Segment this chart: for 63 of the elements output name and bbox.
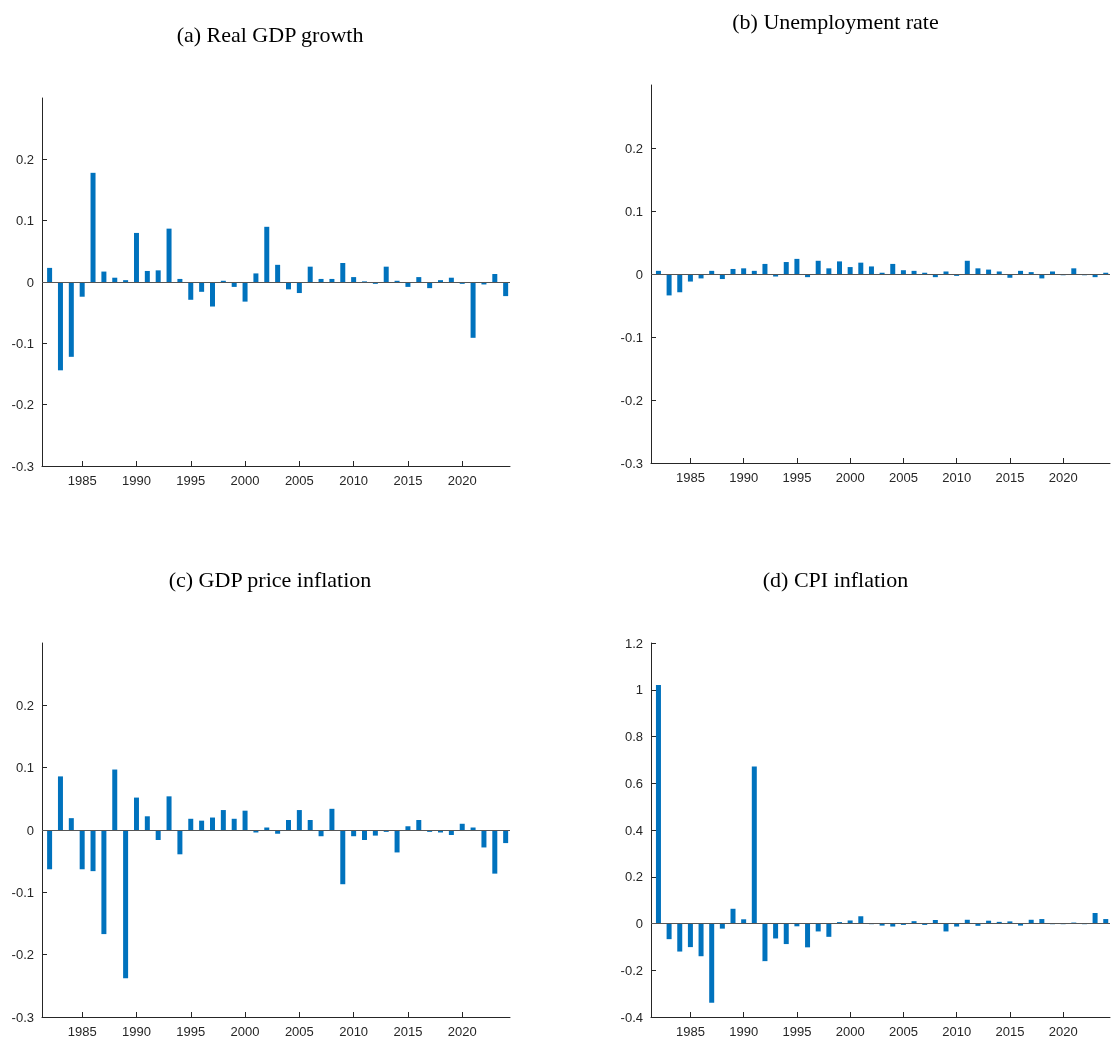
x-tick-label: 2000 <box>835 470 865 485</box>
x-tick-label: 2020 <box>1048 1024 1078 1038</box>
x-tick-label: 2010 <box>942 1024 972 1038</box>
y-tick-label: -0.2 <box>620 962 643 978</box>
x-tick-label: 2015 <box>995 1024 1025 1038</box>
x-tick-label: 2020 <box>447 1024 477 1038</box>
y-tick-label: 0 <box>26 274 34 290</box>
x-tick-label: 2005 <box>888 470 918 485</box>
y-tick-label: -0.2 <box>620 392 643 408</box>
x-tick-label: 1990 <box>122 473 151 488</box>
y-tick-label: 0.1 <box>15 213 34 229</box>
y-tick-label: 0 <box>635 266 643 282</box>
x-tick-label: 2000 <box>835 1024 865 1038</box>
y-tick-label: -0.1 <box>11 335 34 351</box>
y-tick-label: -0.3 <box>11 458 34 474</box>
x-tick-label: 2000 <box>230 1024 260 1038</box>
x-tick-label: 2015 <box>393 473 423 488</box>
y-tick-label: 0 <box>26 822 34 838</box>
y-tick-label: 1.2 <box>624 635 643 651</box>
x-tick-label: 2015 <box>995 470 1025 485</box>
y-tick-label: -0.3 <box>11 1009 34 1025</box>
chart-title: (a) Real GDP growth <box>176 21 364 47</box>
y-tick-label: -0.4 <box>620 1009 643 1025</box>
y-tick-label: 0.4 <box>624 822 643 838</box>
x-tick-label: 2000 <box>230 473 260 488</box>
y-tick-label: 0 <box>635 916 643 931</box>
x-tick-label: 2010 <box>339 1024 369 1038</box>
x-tick-label: 1995 <box>782 1024 812 1038</box>
x-tick-label: 1995 <box>782 470 812 485</box>
x-tick-label: 2005 <box>888 1024 918 1038</box>
x-tick-label: 1990 <box>122 1024 151 1038</box>
x-tick-label: 2010 <box>339 473 369 488</box>
y-tick-label: -0.1 <box>11 884 34 900</box>
y-tick-label: 0.2 <box>15 151 34 167</box>
x-tick-label: 2015 <box>393 1024 423 1038</box>
y-tick-label: -0.2 <box>11 947 34 963</box>
y-tick-label: -0.1 <box>620 329 643 345</box>
x-tick-label: 1995 <box>176 1024 206 1038</box>
chart-title: (c) GDP price inflation <box>168 566 372 592</box>
y-tick-label: 0.8 <box>624 729 643 744</box>
x-tick-label: 1990 <box>729 1024 759 1038</box>
y-tick-label: 0.2 <box>624 869 643 885</box>
chart-title: (d) CPI inflation <box>762 566 909 592</box>
x-tick-label: 1990 <box>729 470 759 485</box>
y-tick-label: -0.3 <box>620 455 643 471</box>
x-tick-label: 2020 <box>447 473 477 488</box>
y-tick-label: 0.1 <box>624 203 643 219</box>
x-tick-label: 2020 <box>1048 470 1078 485</box>
y-tick-label: 1 <box>635 682 643 698</box>
chart-title: (b) Unemployment rate <box>732 8 939 34</box>
x-tick-label: 1995 <box>176 473 206 488</box>
y-tick-label: 0.2 <box>624 140 643 156</box>
y-tick-label: 0.2 <box>15 697 34 713</box>
x-tick-label: 1985 <box>675 1024 705 1038</box>
x-tick-label: 1985 <box>67 1024 97 1038</box>
x-tick-label: 2010 <box>942 470 972 485</box>
x-tick-label: 2005 <box>284 1024 314 1038</box>
y-tick-label: 0.6 <box>624 775 643 791</box>
x-tick-label: 2005 <box>284 473 314 488</box>
x-tick-label: 1985 <box>67 473 97 488</box>
y-tick-label: -0.2 <box>11 397 34 413</box>
y-tick-label: 0.1 <box>15 760 34 776</box>
x-tick-label: 1985 <box>675 470 705 485</box>
